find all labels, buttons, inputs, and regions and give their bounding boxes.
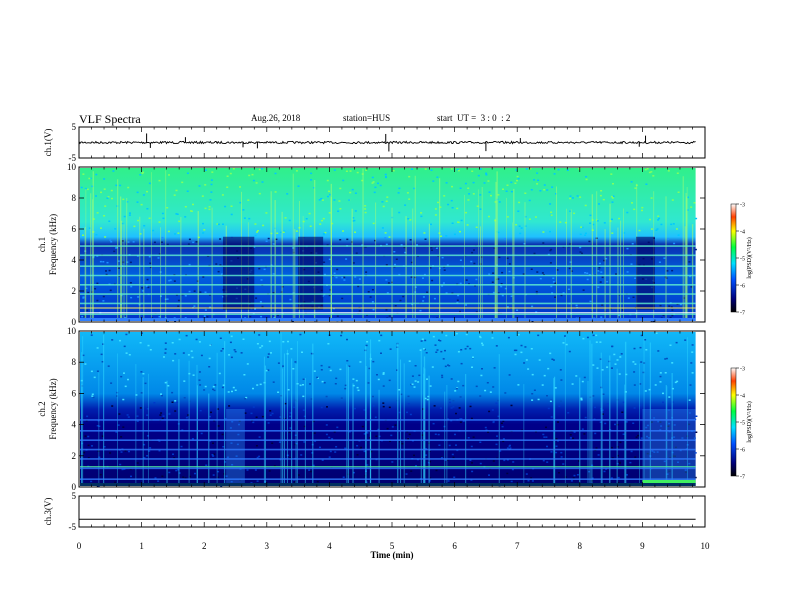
ch1-spectrogram-ytick-label: 8 (72, 193, 77, 203)
ch1-spectrogram-background (80, 168, 696, 321)
ch2-spectrogram-bright-region (642, 409, 696, 484)
x-tick-label: 4 (327, 541, 332, 551)
ch2-spectrogram-ytick-label: 2 (72, 451, 77, 461)
ch1-waveform-ytick-label: 5 (72, 122, 77, 132)
x-tick-label: 5 (390, 541, 395, 551)
ch1-spectrogram-ylabel-channel: ch.1 (37, 237, 47, 252)
ch2-spectrogram-colorbar-tick: -7 (740, 475, 745, 481)
ch2-spectrogram-colorbar-label: log(PSD)(V²/Hz) (746, 401, 753, 442)
ch1-spectrogram-colorbar-tick: -3 (740, 203, 745, 209)
ch3-waveform-ylabel: ch.3(V) (43, 498, 53, 526)
x-axis-label: Time (min) (370, 550, 413, 560)
ch1-spectrogram-quiet-region (222, 236, 255, 310)
x-tick-label: 9 (640, 541, 645, 551)
ch1-spectrogram-ytick-label: 10 (67, 162, 77, 172)
ch1-spectrogram-ylabel-freq: Frequency (kHz) (48, 214, 58, 275)
ch2-spectrogram-colorbar-tick: -6 (740, 448, 745, 454)
x-tick-label: 2 (202, 541, 207, 551)
ch1-spectrogram-ytick-label: 6 (72, 224, 77, 234)
x-tick-label: 3 (265, 541, 270, 551)
ch1-spectrogram-colorbar-tick: -7 (740, 311, 745, 317)
start-time-label: start UT = 3 : 0 : 2 (437, 113, 511, 123)
ch1-spectrogram-ytick-label: 0 (72, 317, 77, 327)
date-label: Aug.26, 2018 (251, 113, 301, 123)
x-tick-label: 1 (139, 541, 144, 551)
x-tick-label: 7 (515, 541, 520, 551)
ch2-spectrogram-background (80, 332, 696, 486)
ch1-waveform-ytick-label: -5 (69, 153, 77, 163)
ch2-spectrogram-colorbar (730, 367, 737, 477)
ch1-spectrogram-ytick-label: 2 (72, 286, 77, 296)
x-tick-label: 10 (701, 541, 711, 551)
ch1-waveform-ylabel: ch.1(V) (43, 129, 53, 157)
ch1-spectrogram-quiet-region (298, 236, 324, 310)
ch2-spectrogram-colorbar-tick: -5 (740, 421, 745, 427)
ch2-spectrogram-ytick-label: 4 (72, 420, 77, 430)
ch2-spectrogram-colorbar-tick: -3 (740, 367, 745, 373)
ch1-spectrogram-colorbar-tick: -5 (740, 257, 745, 263)
ch1-spectrogram-colorbar-tick: -4 (740, 230, 745, 236)
x-tick-label: 6 (452, 541, 457, 551)
ch3-waveform-ytick-label: -5 (69, 522, 77, 532)
ch2-spectrogram-colorbar-tick: -4 (740, 394, 745, 400)
ch2-spectrogram-ylabel-freq: Frequency (kHz) (48, 378, 58, 439)
ch2-spectrogram-ylabel-channel: ch.2 (37, 401, 47, 416)
ch2-spectrogram-ytick-label: 6 (72, 388, 77, 398)
figure-title: VLF Spectra (79, 112, 141, 126)
ch1-spectrogram-colorbar-label: log(PSD)(V²/Hz) (746, 237, 753, 278)
ch1-spectrogram-colorbar-tick: -6 (740, 284, 745, 290)
ch1-waveform-trace (78, 140, 696, 145)
x-tick-label: 8 (578, 541, 583, 551)
ch2-spectrogram-ytick-label: 8 (72, 357, 77, 367)
x-tick-label: 0 (77, 541, 82, 551)
station-label: station=HUS (343, 113, 391, 123)
ch2-spectrogram-ytick-label: 10 (67, 326, 77, 336)
ch1-spectrogram-ytick-label: 4 (72, 255, 77, 265)
ch1-spectrogram-colorbar (730, 203, 737, 313)
ch2-spectrogram-bright-region (226, 409, 245, 484)
ch1-spectrogram-quiet-region (636, 236, 655, 310)
ch2-spectrogram-ytick-label: 0 (72, 482, 77, 492)
ch3-waveform-ytick-label: 5 (72, 491, 77, 501)
ch2-spectrogram-lowband (642, 479, 696, 486)
